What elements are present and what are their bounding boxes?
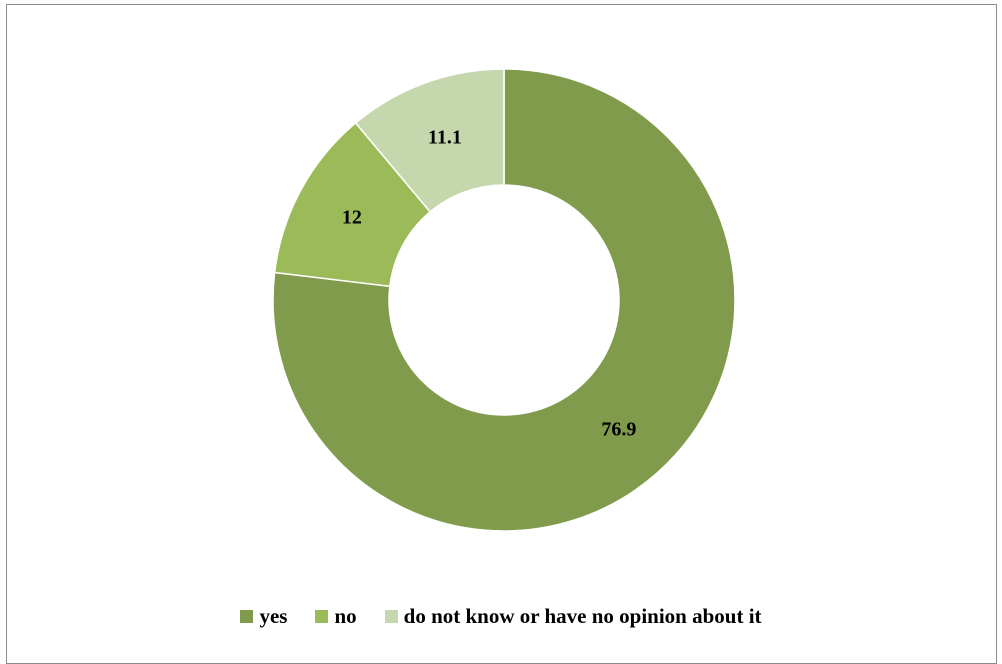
data-label-do-not-know: 11.1 <box>428 126 462 148</box>
chart-legend: yes no do not know or have no opinion ab… <box>0 604 1002 629</box>
legend-label-no: no <box>334 604 357 628</box>
legend-swatch-yes <box>240 610 254 623</box>
donut-data-labels: 76.9 12 11.1 <box>342 126 636 440</box>
legend-item-no: no <box>315 604 357 629</box>
legend-label-yes: yes <box>259 604 288 628</box>
donut-slice-yes <box>272 68 736 532</box>
legend-item-yes: yes <box>240 604 287 629</box>
legend-swatch-do-not-know <box>384 610 398 623</box>
legend-swatch-no <box>315 610 329 623</box>
legend-label-do-not-know: do not know or have no opinion about it <box>403 604 762 628</box>
donut-slice-do-not-know <box>354 68 505 213</box>
donut-chart: 76.9 12 11.1 <box>272 68 736 532</box>
donut-slices <box>272 68 736 532</box>
legend-item-do-not-know: do not know or have no opinion about it <box>384 604 762 629</box>
data-label-no: 12 <box>342 207 362 229</box>
data-label-yes: 76.9 <box>601 418 636 440</box>
